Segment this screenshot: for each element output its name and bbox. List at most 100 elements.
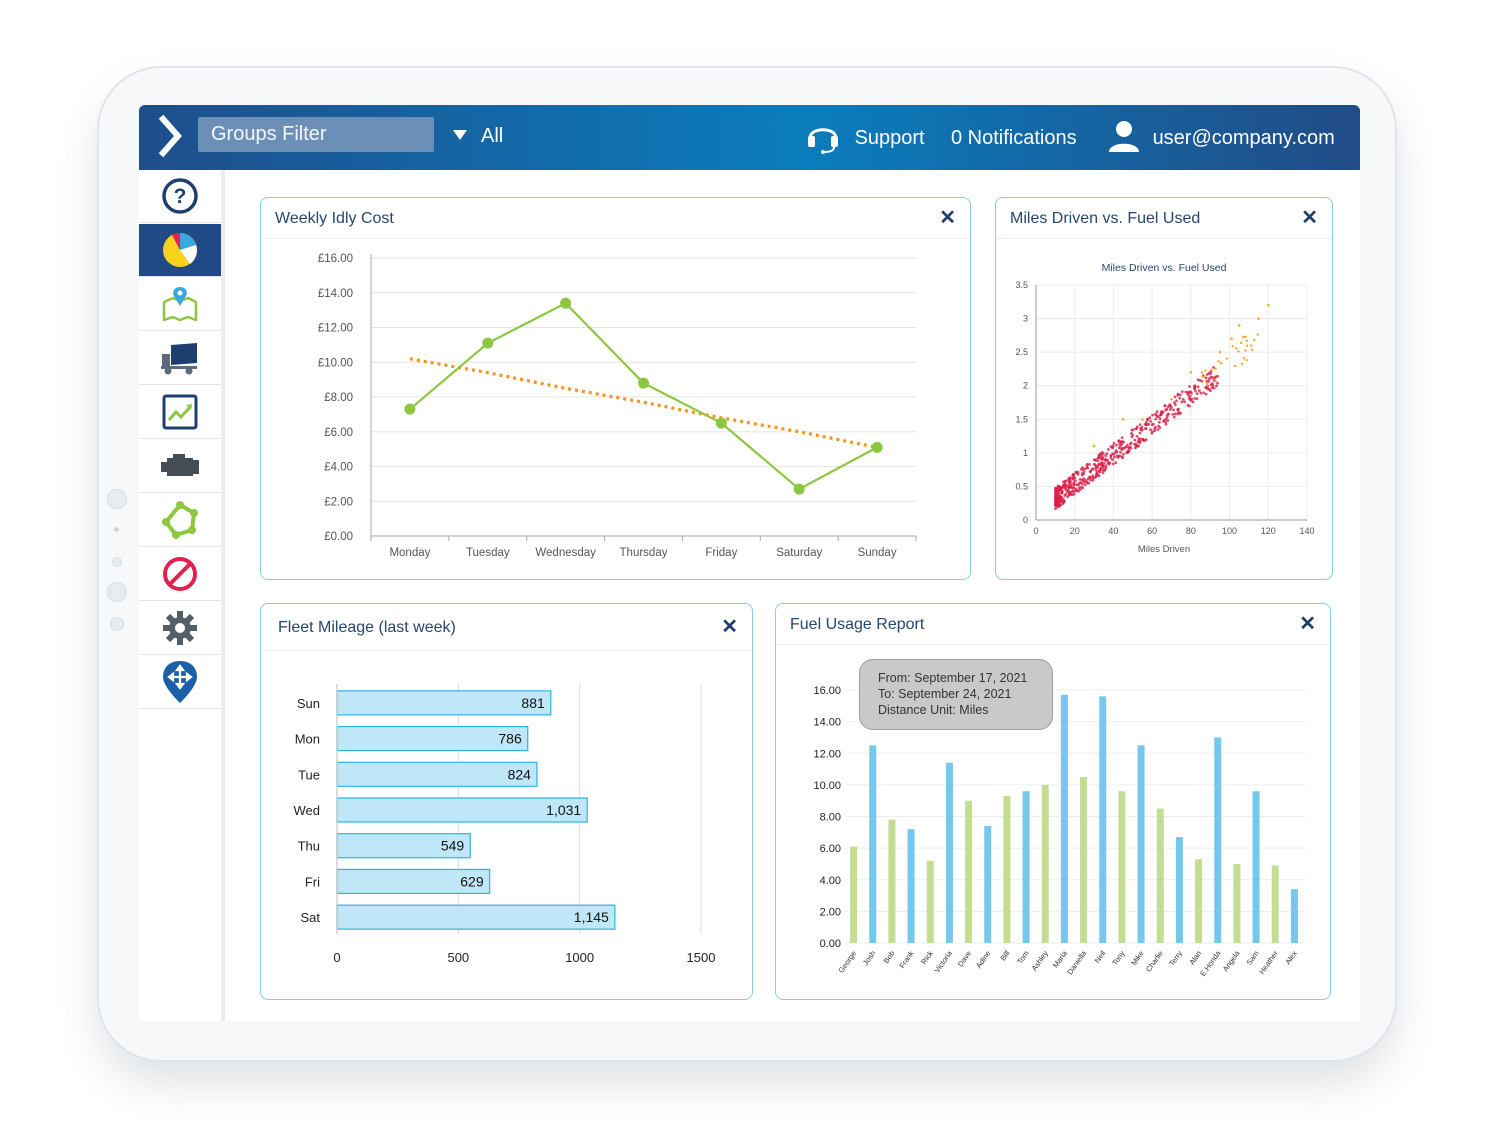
scatter-point <box>1131 433 1135 437</box>
close-icon[interactable]: ✕ <box>1299 613 1316 635</box>
sidebar-item-settings[interactable] <box>139 602 221 655</box>
panel-divider <box>261 650 752 651</box>
scatter-point <box>1082 477 1086 481</box>
sidebar-item-dashboard[interactable] <box>139 224 221 277</box>
sidebar-item-engine[interactable] <box>139 440 221 493</box>
sidebar-item-map[interactable] <box>139 278 221 331</box>
scatter-point <box>1054 507 1057 511</box>
sidebar-item-reports[interactable] <box>139 386 221 439</box>
scatter-point <box>1172 408 1175 412</box>
sidebar-item-routing[interactable] <box>139 656 221 709</box>
scatter-point <box>1089 469 1092 473</box>
bar <box>336 797 588 823</box>
scatter-point <box>1078 478 1082 481</box>
scatter-point <box>1111 452 1114 456</box>
scatter-point <box>1059 499 1062 503</box>
menu-toggle-button[interactable] <box>139 105 197 170</box>
scatter-point <box>1250 348 1254 351</box>
scatter-point <box>1122 446 1126 450</box>
scatter-point <box>1074 487 1078 491</box>
close-icon[interactable]: ✕ <box>939 207 956 229</box>
scatter-point <box>1146 423 1149 426</box>
scatter-point <box>1209 375 1213 379</box>
groups-filter-input[interactable]: Groups Filter <box>198 117 434 152</box>
x-axis-label: Miles Driven <box>1138 544 1190 555</box>
scatter-point <box>1143 427 1147 430</box>
panel-title: Fleet Mileage (last week) <box>278 619 456 636</box>
x-tick-label: 60 <box>1147 526 1157 536</box>
bar <box>1041 784 1049 943</box>
scatter-point <box>1136 445 1139 448</box>
scatter-point <box>1244 335 1247 338</box>
scatter-point <box>1188 394 1192 398</box>
polygon-icon <box>162 501 198 539</box>
scatter-point <box>1093 458 1096 461</box>
scatter-point <box>1063 482 1067 485</box>
scatter-point <box>1134 446 1137 450</box>
data-label: 1,031 <box>546 802 581 818</box>
sidebar-item-help[interactable]: ? <box>139 170 221 223</box>
scatter-point <box>1141 417 1144 421</box>
user-icon <box>1109 120 1139 152</box>
scatter-point <box>1176 412 1180 416</box>
scatter-point <box>1120 436 1124 439</box>
x-tick-label: Dave <box>956 949 973 969</box>
x-tick-label: Frank <box>897 949 916 970</box>
tablet-camera-dot <box>107 489 127 509</box>
fleet-mileage-panel: Fleet Mileage (last week) ✕ 0 500 1000 1500… <box>260 603 753 1000</box>
scatter-point <box>1072 476 1075 480</box>
scatter-point <box>1118 454 1122 458</box>
scatter-point <box>1088 463 1091 466</box>
svg-text:?: ? <box>174 185 187 208</box>
y-tick-label: £16.00 <box>318 253 353 265</box>
x-tick-label: Josh <box>861 949 877 967</box>
scatter-point <box>1063 499 1066 503</box>
scatter-point <box>1072 483 1076 487</box>
fuel-usage-panel: Fuel Usage Report ✕ 0.00 2.00 4.00 6.00 8.00… <box>775 603 1331 1000</box>
tablet-sensor-dot <box>114 527 119 532</box>
sidebar-item-geofence[interactable] <box>139 494 221 547</box>
scatter-point <box>1133 438 1137 442</box>
series-line <box>409 301 878 491</box>
scatter-point <box>1066 495 1069 499</box>
scatter-point <box>1064 492 1068 496</box>
scatter-point <box>1091 474 1095 478</box>
tablet-camera-dot <box>107 582 127 602</box>
notifications-label: 0 Notifications <box>951 127 1077 149</box>
sidebar-item-vehicles[interactable] <box>139 332 221 385</box>
y-tick-label: 3 <box>1023 314 1028 324</box>
y-tick-label: £10.00 <box>318 357 353 369</box>
scatter-point <box>1205 381 1209 384</box>
close-icon[interactable]: ✕ <box>1301 207 1318 229</box>
app-screen: Groups Filter All Support 0 Notification… <box>139 105 1360 1021</box>
scatter-point <box>1076 489 1080 492</box>
scatter-point <box>1178 396 1182 400</box>
scatter-point <box>1156 415 1159 418</box>
scatter-point <box>1239 341 1243 345</box>
sidebar-item-restrictions[interactable] <box>139 548 221 601</box>
scatter-point <box>1131 428 1135 432</box>
scatter-point <box>1081 486 1085 490</box>
x-tick-label: 500 <box>447 950 469 965</box>
y-tick-label: 1.5 <box>1015 414 1028 424</box>
scatter-point <box>1200 379 1204 383</box>
scatter-point <box>1116 456 1120 459</box>
scatter-point <box>1193 384 1197 388</box>
close-icon[interactable]: ✕ <box>721 616 738 638</box>
y-tick-label: 2 <box>1023 381 1028 391</box>
bar <box>869 745 877 943</box>
gear-icon <box>163 611 197 645</box>
scatter-point <box>1204 386 1208 389</box>
bar <box>1175 837 1183 943</box>
miles-vs-fuel-panel: Miles Driven vs. Fuel Used ✕ Miles Drive… <box>995 197 1333 580</box>
scatter-point <box>1136 425 1139 429</box>
filter-dropdown[interactable]: All <box>453 123 503 149</box>
y-tick-label: 14.00 <box>813 717 841 729</box>
scatter-point <box>1105 452 1109 455</box>
notifications-link[interactable]: 0 Notifications <box>951 121 1077 155</box>
data-point <box>482 337 494 349</box>
user-menu[interactable]: user@company.com <box>1107 120 1335 155</box>
support-link[interactable]: Support <box>805 121 925 155</box>
scatter-point <box>1209 372 1212 376</box>
bar <box>336 690 552 716</box>
